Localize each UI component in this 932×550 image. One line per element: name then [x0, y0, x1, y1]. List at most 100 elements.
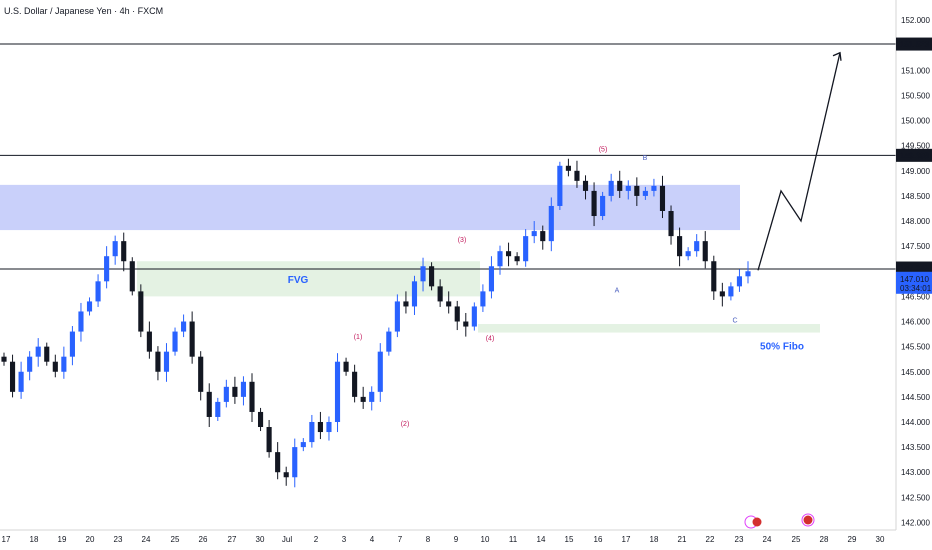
x-tick-label: 7	[398, 535, 403, 544]
price-tag	[896, 148, 932, 162]
candle-body	[334, 361, 341, 422]
y-tick-label: 149.500	[901, 142, 930, 151]
candle-body	[352, 371, 358, 397]
candle-body	[540, 231, 546, 242]
candle-body	[129, 261, 135, 292]
candle-body	[403, 301, 409, 307]
wave-label: (4)	[486, 336, 495, 343]
candle-body	[9, 361, 16, 392]
candle-body	[343, 361, 349, 372]
candle-body	[146, 331, 152, 352]
candle-body	[505, 251, 512, 257]
candle-body	[283, 472, 289, 478]
candle-body	[702, 241, 708, 262]
candle-body	[309, 421, 315, 443]
candle-body	[44, 346, 50, 362]
candle-body	[685, 251, 691, 257]
candle-body	[163, 351, 170, 372]
candle-body	[317, 421, 323, 433]
zone-supply	[0, 184, 740, 231]
candle-body	[240, 381, 247, 397]
y-tick-label: 142.500	[901, 493, 930, 502]
candle-body	[711, 261, 717, 292]
candle-body	[326, 421, 332, 433]
candle-body	[480, 291, 486, 307]
candle-body	[86, 301, 93, 312]
candle-body	[728, 286, 734, 297]
candle-body	[172, 331, 178, 352]
y-tick-label: 147.500	[901, 242, 930, 251]
candle-body	[61, 356, 67, 372]
y-tick-label: 142.000	[901, 518, 930, 527]
price-tag-label: 149.308	[900, 151, 929, 160]
candle-body	[488, 266, 495, 292]
wave-label: (2)	[401, 421, 410, 428]
x-tick-label: 16	[594, 535, 603, 544]
candle-body	[181, 321, 187, 332]
wave-label: (3)	[458, 237, 467, 244]
price-tag	[896, 37, 932, 51]
y-tick-label: 149.000	[901, 167, 930, 176]
x-tick-label: 20	[86, 535, 95, 544]
x-tick-label: 29	[848, 535, 857, 544]
y-tick-label: 148.500	[901, 192, 930, 201]
price-tag-label: 151.523	[900, 40, 929, 49]
y-tick-label: 148.000	[901, 217, 930, 226]
candle-body	[514, 256, 520, 262]
candle-body	[659, 185, 666, 211]
x-tick-label: 18	[30, 535, 39, 544]
candle-body	[634, 185, 640, 196]
candle-body	[104, 256, 110, 282]
candle-body	[719, 291, 725, 297]
candle-body	[736, 276, 743, 287]
candle-body	[206, 391, 212, 417]
x-tick-label: 25	[792, 535, 801, 544]
candle-body	[446, 301, 452, 307]
candle-body	[463, 321, 469, 327]
candle-body	[138, 291, 144, 332]
x-tick-label: 2	[314, 535, 319, 544]
x-tick-label: Jul	[282, 535, 292, 544]
price-tag-label: 147.045	[900, 264, 929, 273]
x-tick-label: 17	[2, 535, 11, 544]
candle-body	[249, 381, 255, 412]
candle-body	[523, 236, 529, 262]
x-tick-label: 24	[142, 535, 151, 544]
candle-body	[591, 190, 597, 217]
candle-body	[35, 346, 41, 357]
candle-body	[223, 386, 229, 402]
candle-body	[471, 306, 477, 327]
price-tag	[896, 261, 932, 275]
candle-body	[420, 266, 426, 282]
wave-label: C	[732, 318, 737, 325]
x-tick-label: 25	[171, 535, 180, 544]
y-tick-label: 145.500	[901, 343, 930, 352]
candle-body	[668, 210, 674, 237]
candle-body	[694, 241, 700, 252]
y-tick-label: 144.000	[901, 418, 930, 427]
wave-label: A	[615, 287, 620, 294]
candle-body	[292, 447, 298, 478]
y-tick-label: 150.500	[901, 91, 930, 100]
candle-body	[1, 356, 7, 362]
flag-icon	[803, 515, 813, 525]
last-price-tag	[896, 271, 932, 294]
y-tick-label: 144.500	[901, 393, 930, 402]
candle-body	[52, 361, 58, 372]
candle-body	[266, 427, 272, 453]
x-tick-label: 26	[199, 535, 208, 544]
candle-body	[677, 236, 683, 257]
candle-body	[112, 241, 118, 257]
candle-body	[600, 195, 606, 217]
fibo-label: 50% Fibo	[760, 342, 804, 353]
x-tick-label: 24	[763, 535, 772, 544]
candle-body	[360, 396, 366, 402]
candle-body	[377, 351, 383, 392]
candle-body	[275, 452, 281, 473]
fvg-label: FVG	[288, 275, 309, 286]
candle-body	[394, 301, 400, 332]
y-tick-label: 143.500	[901, 443, 930, 452]
candle-body	[411, 281, 418, 307]
x-tick-label: 23	[114, 535, 123, 544]
